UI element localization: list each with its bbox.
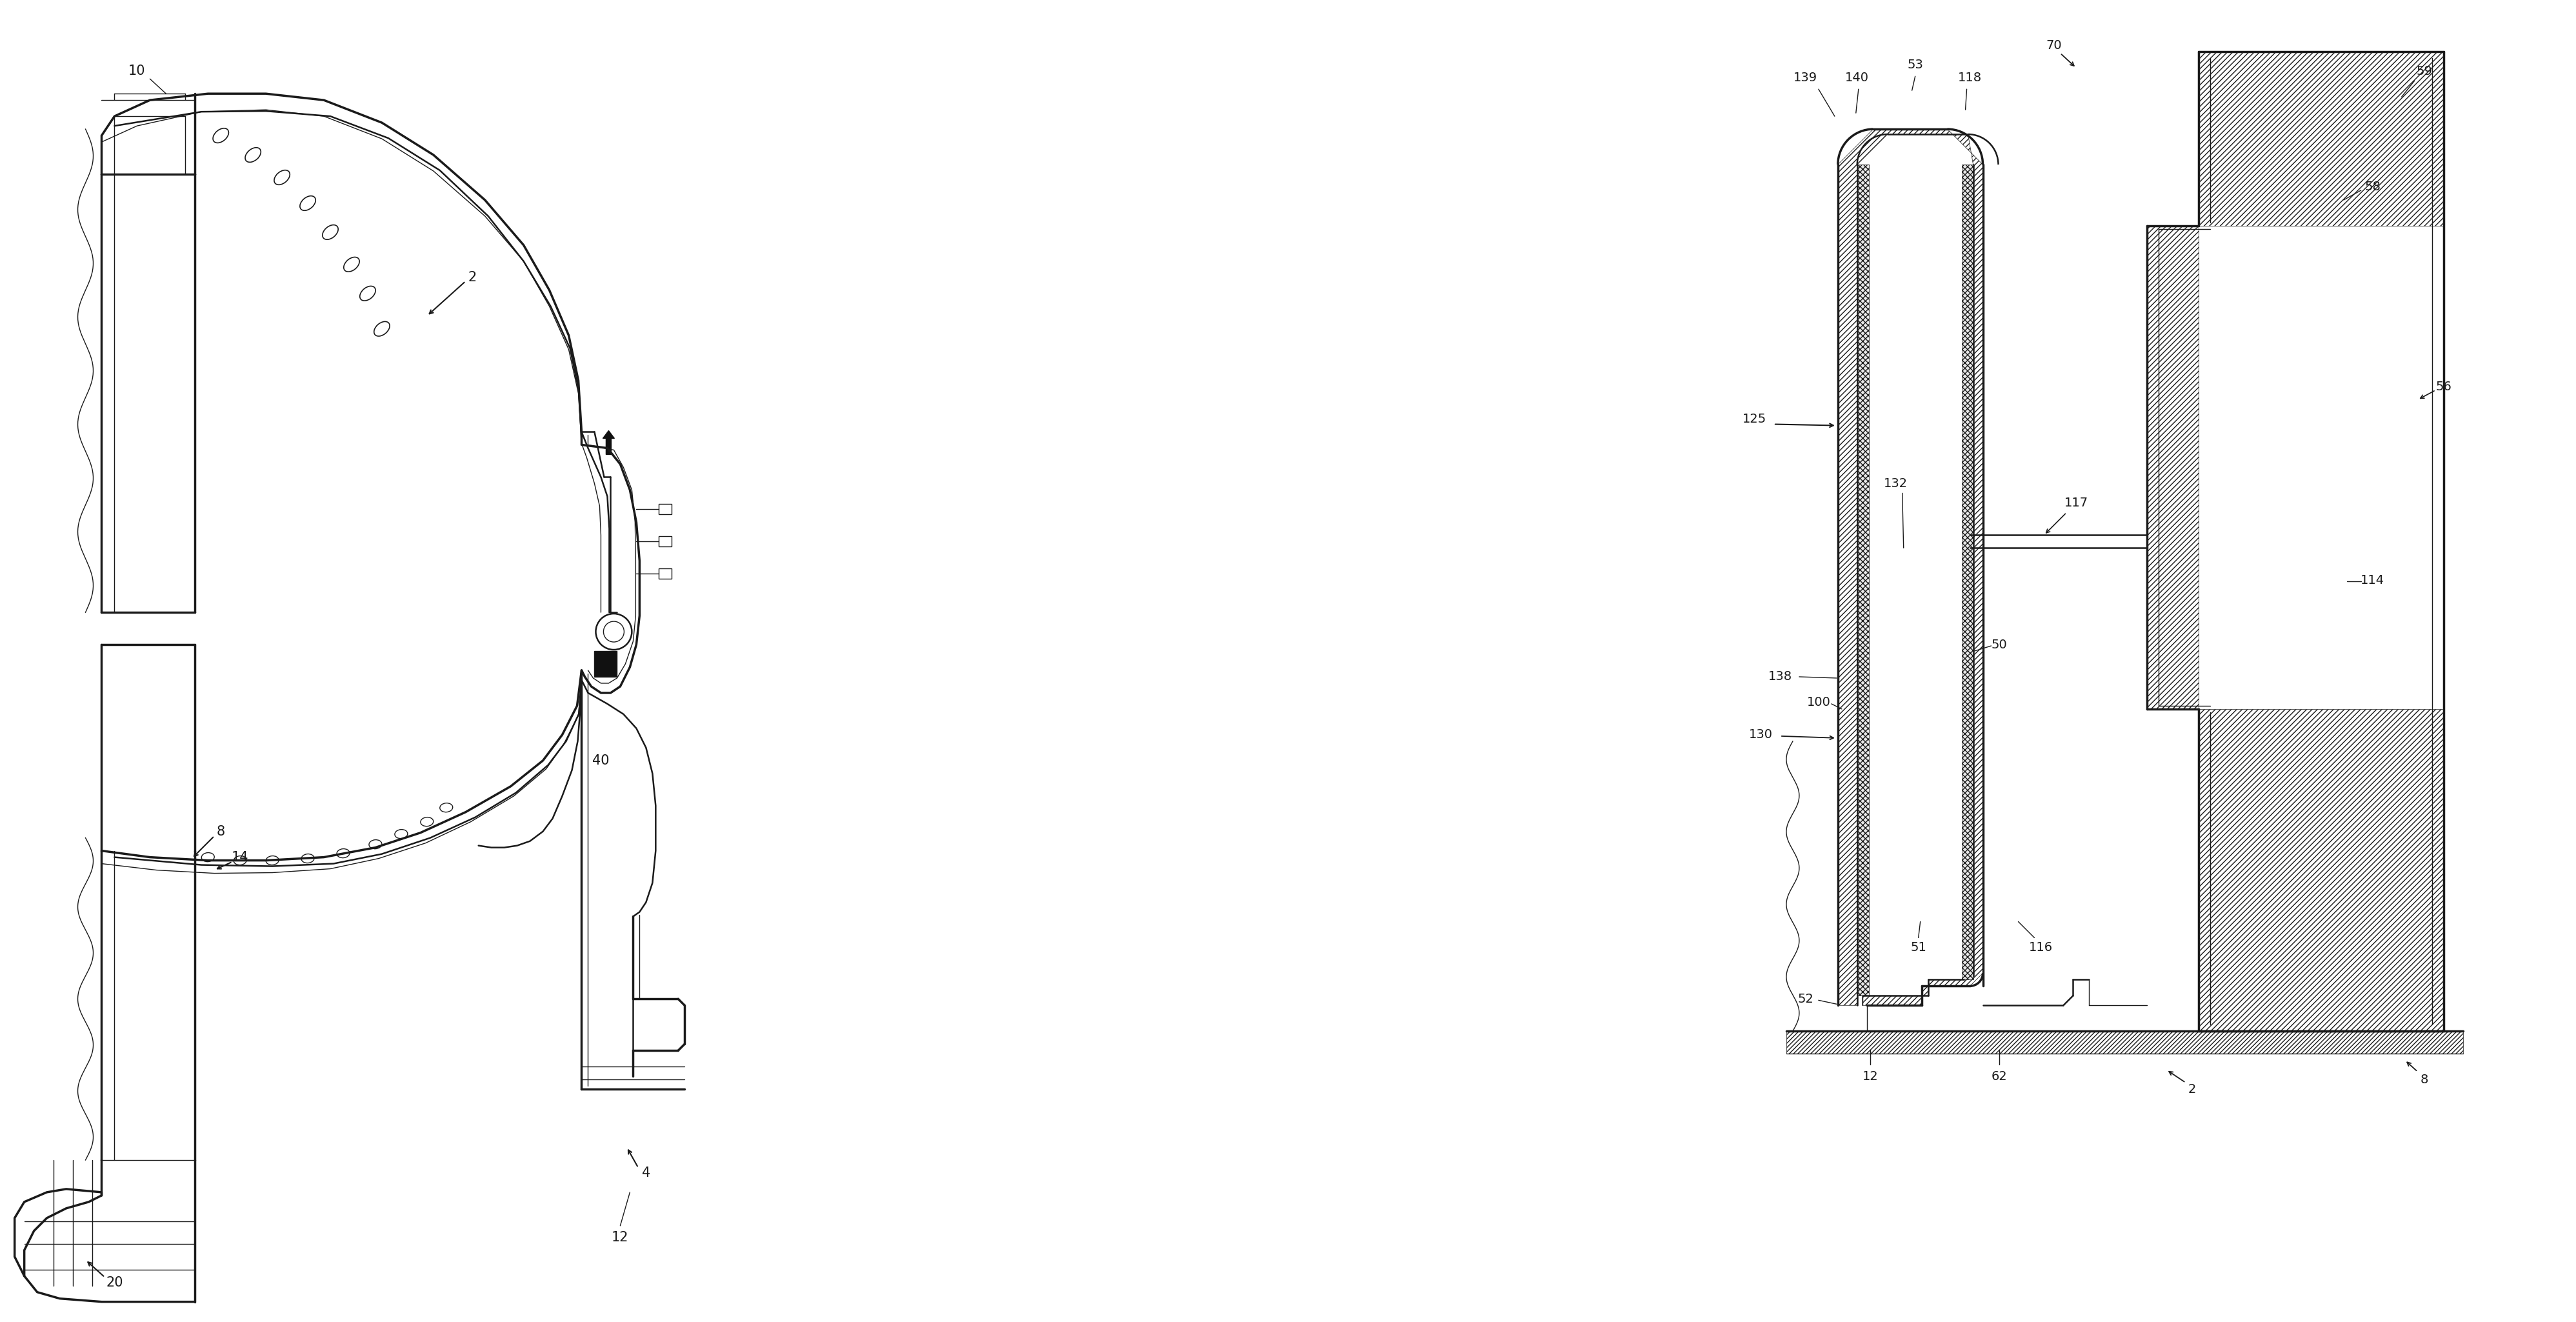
Text: 118: 118 — [1958, 71, 1981, 83]
Text: 20: 20 — [106, 1276, 124, 1289]
Text: 132: 132 — [1883, 477, 1909, 489]
Text: 56: 56 — [2434, 381, 2452, 393]
Text: 117: 117 — [2063, 497, 2089, 509]
Text: 114: 114 — [2360, 574, 2385, 586]
Text: 58: 58 — [2365, 181, 2380, 193]
Text: 116: 116 — [2030, 941, 2053, 953]
Text: 100: 100 — [1806, 697, 1832, 709]
Text: 50: 50 — [1991, 639, 2007, 650]
Text: 8: 8 — [2419, 1073, 2429, 1085]
FancyArrow shape — [603, 431, 616, 455]
Text: 138: 138 — [1767, 670, 1793, 683]
Text: 4: 4 — [641, 1166, 649, 1179]
Text: 8: 8 — [216, 825, 224, 838]
Text: 2: 2 — [2187, 1083, 2197, 1096]
Text: 12: 12 — [1862, 1069, 1878, 1083]
Text: 53: 53 — [1906, 58, 1924, 71]
Text: 140: 140 — [1844, 71, 1870, 83]
Text: 40: 40 — [592, 754, 611, 767]
Bar — [659, 537, 672, 546]
Bar — [659, 568, 672, 579]
Text: 14: 14 — [232, 851, 250, 863]
Text: 52: 52 — [1798, 993, 1814, 1005]
Text: 12: 12 — [611, 1231, 629, 1244]
Text: 139: 139 — [1793, 71, 1819, 83]
Text: 59: 59 — [2416, 65, 2432, 77]
Text: 130: 130 — [1749, 728, 1772, 740]
Text: 125: 125 — [1741, 412, 1767, 426]
Text: 62: 62 — [1991, 1069, 2007, 1083]
Polygon shape — [1857, 164, 1868, 995]
Text: 2: 2 — [469, 271, 477, 284]
Bar — [659, 504, 672, 514]
Text: 70: 70 — [2045, 40, 2061, 52]
Polygon shape — [1960, 164, 1973, 980]
Text: 51: 51 — [1911, 941, 1927, 953]
Polygon shape — [595, 650, 618, 677]
Text: 10: 10 — [129, 65, 147, 78]
